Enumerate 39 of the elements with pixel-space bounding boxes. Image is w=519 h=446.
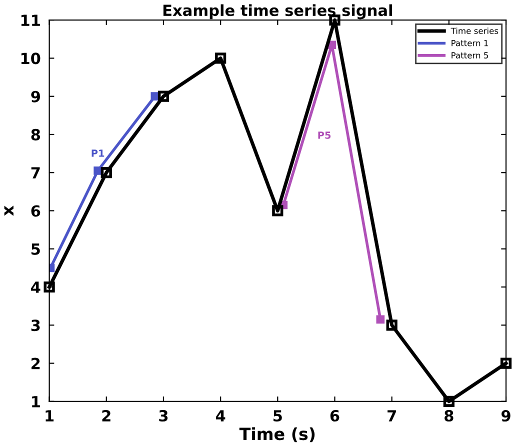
y-tick-label: 2 — [32, 358, 40, 370]
y-axis-title: x — [4, 206, 14, 216]
legend-label: Pattern 1 — [452, 40, 488, 46]
y-tick-label: 1 — [32, 396, 40, 408]
annotation: P5 — [318, 132, 331, 139]
x-axis-title: Time (s) — [239, 427, 315, 442]
x-tick-label: 6 — [330, 410, 340, 422]
point — [272, 205, 284, 216]
x-tick-label: 4 — [216, 410, 226, 422]
x-tick-label: 7 — [388, 410, 396, 422]
x-tick-label: 9 — [502, 410, 510, 422]
point — [443, 396, 454, 407]
point — [215, 52, 226, 64]
y-tick-label: 8 — [31, 128, 40, 140]
x-tick-label: 8 — [444, 410, 454, 422]
point — [386, 320, 398, 331]
x-tick-label: 5 — [274, 410, 282, 422]
y-tick-label: 4 — [31, 282, 40, 293]
x-tick-label: 1 — [46, 410, 54, 422]
y-tick-label: 6 — [31, 205, 40, 217]
point — [100, 167, 112, 178]
x-tick-label: 3 — [159, 410, 168, 422]
point — [500, 358, 512, 369]
y-tick-label: 10 — [21, 52, 40, 64]
point — [158, 90, 170, 102]
point — [44, 281, 55, 293]
annotation: P1 — [92, 150, 104, 157]
point — [329, 14, 340, 26]
y-tick-label: 7 — [31, 167, 40, 178]
point — [94, 166, 102, 175]
y-tick-label: 5 — [32, 244, 40, 255]
y-tick-label: 9 — [31, 90, 40, 102]
x-tick-label: 2 — [102, 410, 110, 422]
legend-label: Time series — [450, 28, 498, 34]
chart-title: Example time series signal — [163, 4, 392, 20]
y-tick-label: 3 — [31, 320, 40, 332]
point — [376, 315, 385, 324]
legend-label: Pattern 5 — [452, 52, 488, 58]
y-tick-label: 11 — [21, 14, 40, 26]
